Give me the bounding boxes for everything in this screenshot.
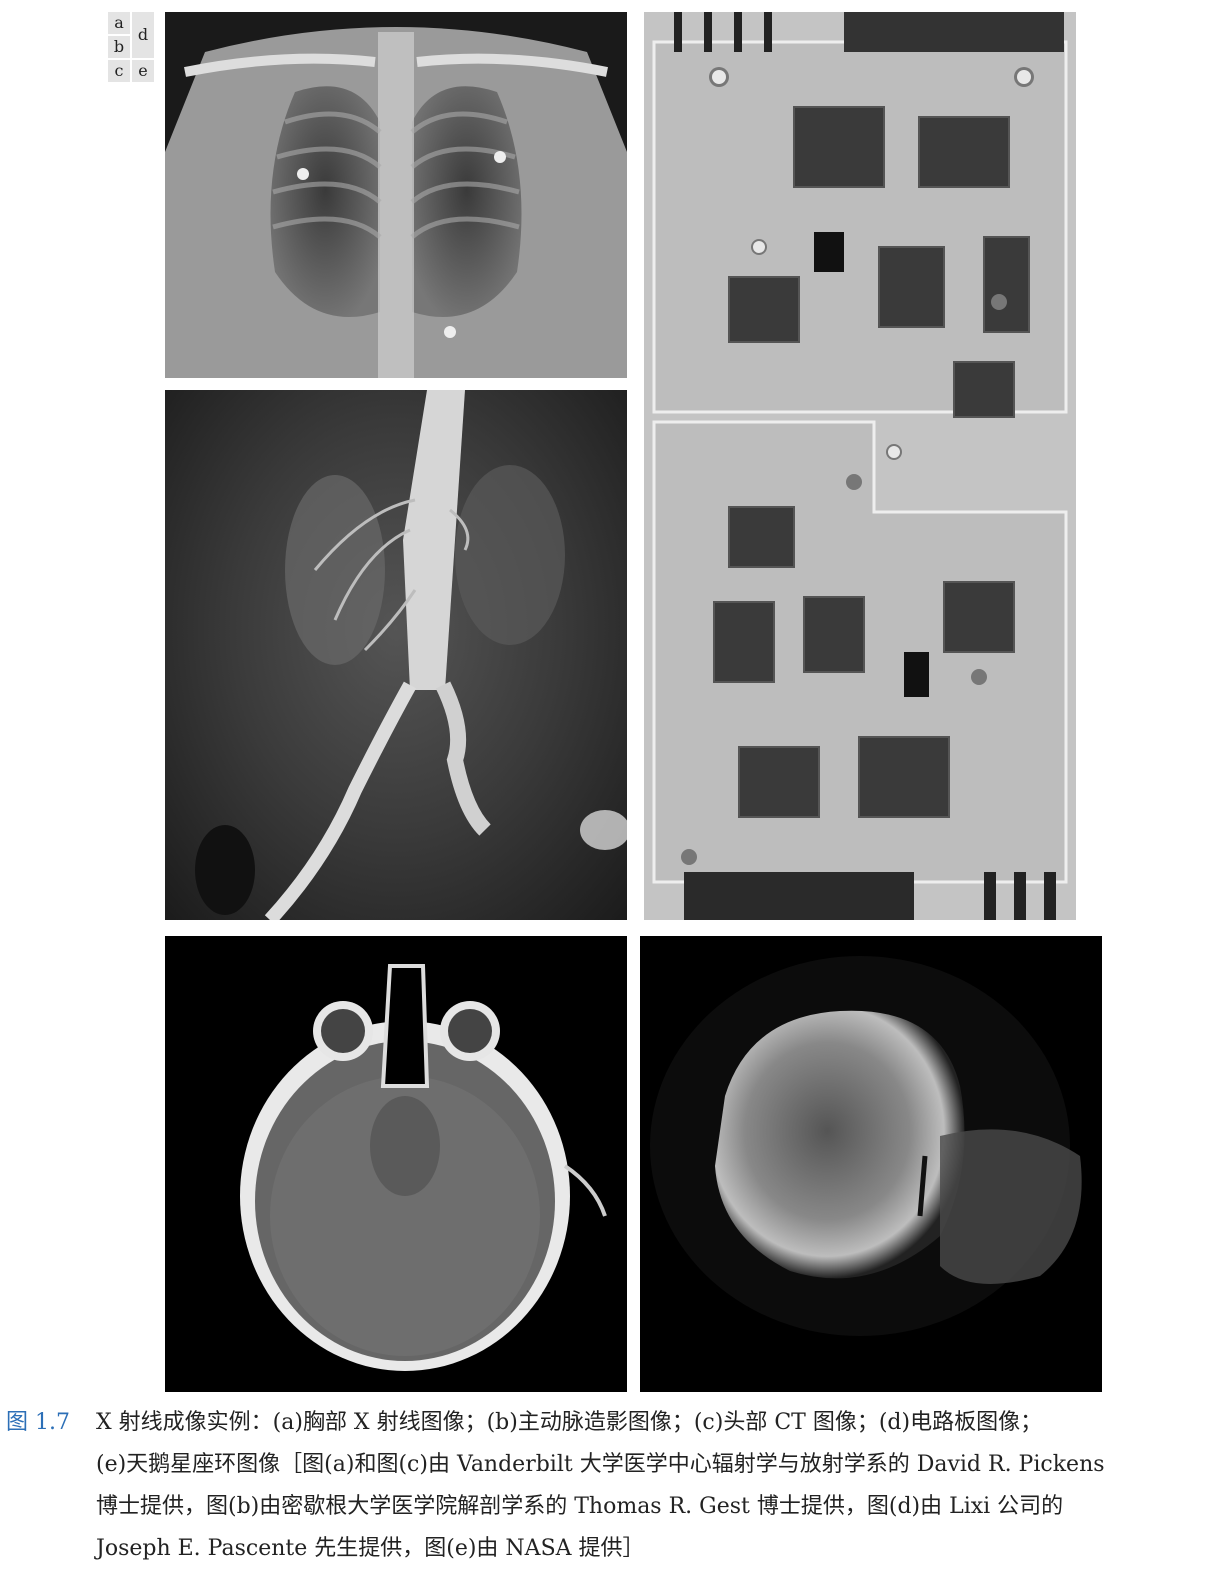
chest-xray-graphic [165, 12, 627, 378]
caption-line-3: 博士提供，图(b)由密歇根大学医学院解剖学系的 Thomas R. Gest 博… [96, 1494, 1064, 1519]
cygnus-loop-graphic [650, 956, 1082, 1336]
aortic-angiogram-image [165, 390, 627, 920]
key-e: e [132, 60, 154, 82]
figure-caption: 图 1.7 X 射线成像实例：(a)胸部 X 射线图像；(b)主动脉造影图像；(… [0, 1402, 1222, 1572]
caption-line-1: X 射线成像实例：(a)胸部 X 射线图像；(b)主动脉造影图像；(c)头部 C… [96, 1410, 1043, 1435]
figure-label: 图 1.7 [6, 1410, 70, 1435]
circuit-board-graphic [644, 12, 1076, 920]
key-b: b [108, 36, 130, 58]
chest-xray-image [165, 12, 627, 378]
circuit-board-image [644, 12, 1076, 920]
cygnus-loop-image [640, 936, 1102, 1392]
head-ct-graphic [240, 964, 607, 1371]
key-c: c [108, 60, 130, 82]
figure-key: a b c d e [108, 12, 156, 84]
key-d: d [132, 12, 154, 58]
aortic-angiogram-graphic [195, 390, 627, 920]
caption-line-4: Joseph E. Pascente 先生提供，图(e)由 NASA 提供］ [96, 1536, 645, 1561]
head-ct-image [165, 936, 627, 1392]
caption-line-2: (e)天鹅星座环图像［图(a)和图(c)由 Vanderbilt 大学医学中心辐… [96, 1452, 1105, 1477]
key-a: a [108, 12, 130, 34]
